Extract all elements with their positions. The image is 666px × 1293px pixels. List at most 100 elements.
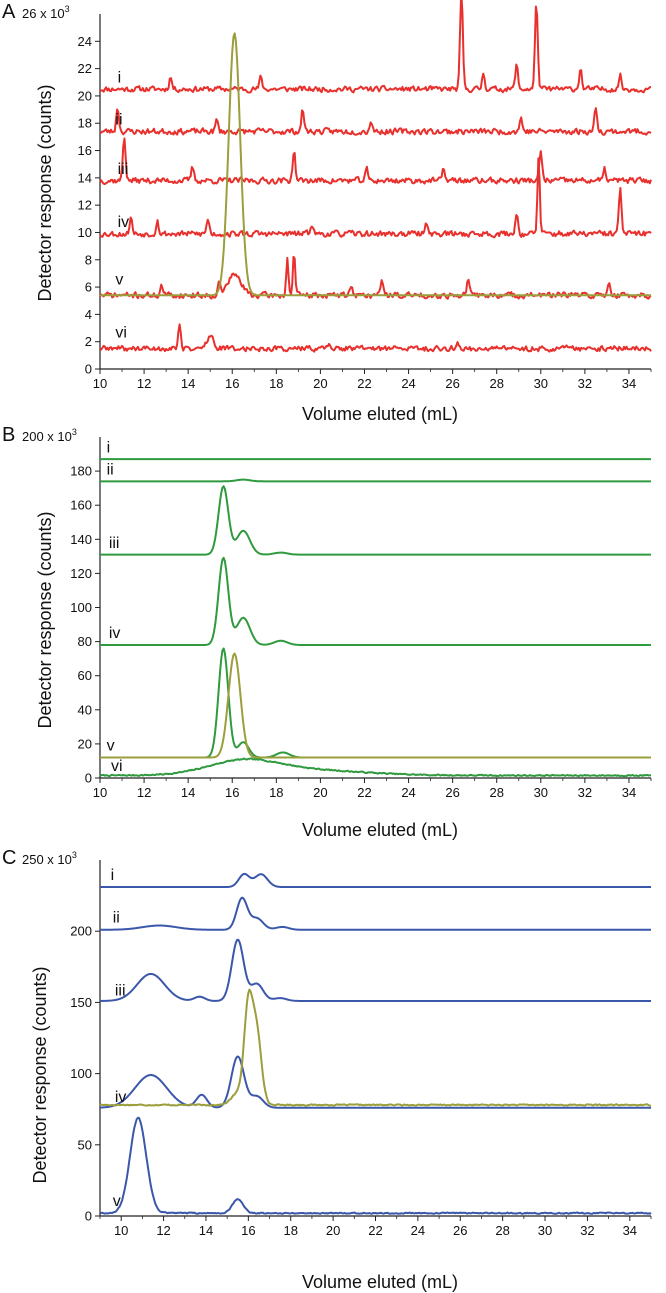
- panel-c-trace-label-ii: ii: [113, 910, 120, 927]
- panel-b-multiplier-base: 200 x 10: [22, 429, 72, 444]
- panel-c-x-tick-label: 34: [623, 1223, 637, 1238]
- panel-a-multiplier-base: 26 x 10: [22, 6, 65, 21]
- panel-a-multiplier: 26 x 103: [22, 4, 70, 21]
- panel-a-y-tick-label: 18: [78, 116, 92, 131]
- panel-b-series-vi-line: [99, 757, 651, 778]
- panel-a-trace-label-v: v: [115, 271, 123, 288]
- panel-c-y-tick-label: 200: [70, 924, 92, 939]
- panel-b-trace-label-iv: iv: [109, 625, 121, 642]
- panel-a-x-tick-label: 18: [269, 376, 283, 391]
- panel-a-series-i-line: [99, 0, 652, 94]
- panel-b-x-tick-label: 32: [578, 785, 592, 800]
- panel-c-trace-label-v: v: [113, 1193, 121, 1210]
- panel-a-y-tick-label: 10: [78, 225, 92, 240]
- panel-a-trace-label-iii: iii: [118, 161, 129, 178]
- panel-b-trace-label-v: v: [107, 738, 115, 755]
- panel-c-x-axis-label: Volume eluted (mL): [302, 1272, 458, 1292]
- panel-c-series-iv-line: [99, 1055, 651, 1109]
- panel-c-x-tick-label: 12: [156, 1223, 170, 1238]
- panel-a-multiplier-exp: 3: [65, 4, 70, 14]
- panel-c-y-tick-label: 150: [70, 995, 92, 1010]
- panel-b-y-tick-label: 0: [85, 771, 92, 786]
- panel-b-y-tick-label: 20: [78, 736, 92, 751]
- panel-a-x-tick-label: 30: [534, 376, 548, 391]
- panel-a-x-tick-label: 20: [313, 376, 327, 391]
- panel-c-trace-label-iii: iii: [115, 982, 126, 999]
- panel-a-y-tick-label: 0: [85, 362, 92, 377]
- panel-b-series-v-line: [100, 647, 651, 759]
- panel-a-y-tick-label: 2: [85, 334, 92, 349]
- panel-b-y-tick-label: 160: [70, 498, 92, 513]
- panel-a-y-tick-label: 22: [78, 61, 92, 76]
- panel-b-series-iv-line: [100, 556, 651, 647]
- panel-b-x-tick-label: 12: [137, 785, 151, 800]
- panel-a-x-tick-label: 12: [137, 376, 151, 391]
- panel-b-x-tick-label: 10: [93, 785, 107, 800]
- panel-c: C 250 x 103 Detector response (counts) V…: [2, 847, 652, 1292]
- panel-c-y-tick-label: 50: [78, 1137, 92, 1152]
- panel-b-series-ii-line: [100, 478, 651, 483]
- panel-c-multiplier-exp: 3: [72, 850, 77, 860]
- panel-c-y-axis-label: Detector response (counts): [30, 966, 50, 1183]
- panel-a-y-tick-label: 12: [78, 198, 92, 213]
- panel-a-x-tick-label: 14: [181, 376, 195, 391]
- panel-b-trace-label-ii: ii: [107, 462, 114, 479]
- panel-c-letter: C: [2, 847, 16, 869]
- panel-a-y-tick-label: 16: [78, 143, 92, 158]
- panel-a-x-axis-label: Volume eluted (mL): [302, 404, 458, 424]
- panel-b-y-tick-label: 100: [70, 600, 92, 615]
- panel-c-x-tick-label: 18: [283, 1223, 297, 1238]
- panel-a-series-reference-line: [100, 32, 651, 297]
- panel-a-y-tick-label: 4: [85, 307, 92, 322]
- panel-c-multiplier-base: 250 x 10: [22, 852, 72, 867]
- panel-b-multiplier: 200 x 103: [22, 427, 77, 444]
- panel-a-y-tick-label: 8: [85, 252, 92, 267]
- panel-b-trace-label-i: i: [107, 439, 111, 456]
- panel-a-x-tick-label: 28: [489, 376, 503, 391]
- panel-a-x-tick-label: 32: [578, 376, 592, 391]
- panel-c-series-reference-line: [99, 988, 652, 1107]
- panel-b-x-tick-label: 20: [313, 785, 327, 800]
- panel-a-trace-label-iv: iv: [118, 214, 130, 231]
- panel-a-x-tick-label: 10: [93, 376, 107, 391]
- panel-b-multiplier-exp: 3: [72, 427, 77, 437]
- panel-a-series-v-line: [99, 255, 652, 300]
- panel-b-y-tick-label: 60: [78, 668, 92, 683]
- panel-b-series-iii-line: [100, 485, 651, 556]
- panel-b-trace-label-iii: iii: [109, 535, 120, 552]
- panel-c-x-tick-label: 14: [199, 1223, 213, 1238]
- panel-c-x-tick-label: 28: [495, 1223, 509, 1238]
- panel-b: B 200 x 103 Detector response (counts) V…: [2, 424, 652, 840]
- panel-b-x-axis-label: Volume eluted (mL): [302, 820, 458, 840]
- panel-a-y-tick-label: 24: [78, 34, 92, 49]
- panel-b-x-tick-label: 28: [489, 785, 503, 800]
- panel-a-y-tick-label: 6: [85, 280, 92, 295]
- panel-b-y-tick-label: 80: [78, 634, 92, 649]
- panel-c-y-tick-label: 100: [70, 1066, 92, 1081]
- panel-a-y-tick-label: 20: [78, 88, 92, 103]
- panel-a-x-tick-label: 24: [401, 376, 415, 391]
- panel-b-y-tick-label: 140: [70, 532, 92, 547]
- panel-b-y-tick-label: 180: [70, 464, 92, 479]
- panel-c-trace-label-iv: iv: [115, 1089, 127, 1106]
- panel-c-x-tick-label: 20: [326, 1223, 340, 1238]
- panel-b-x-tick-label: 22: [357, 785, 371, 800]
- panel-b-y-tick-label: 40: [78, 702, 92, 717]
- panel-a-series-ii-line: [99, 107, 652, 136]
- panel-c-x-tick-label: 30: [538, 1223, 552, 1238]
- panel-c-series-v-line: [99, 1116, 652, 1215]
- panel-b-x-tick-label: 16: [225, 785, 239, 800]
- panel-c-series-iii-line: [99, 938, 651, 1002]
- panel-b-trace-label-vi: vi: [111, 758, 123, 775]
- panel-b-series-reference-line: [100, 652, 651, 759]
- panel-a-trace-label-vi: vi: [115, 325, 127, 342]
- panel-a-x-tick-label: 34: [622, 376, 636, 391]
- panel-a: A 26 x 103 Detector response (counts) Vo…: [2, 0, 652, 424]
- panel-a-series-iii-line: [99, 137, 652, 186]
- panel-c-trace-label-i: i: [111, 867, 115, 884]
- panel-a-x-tick-label: 26: [445, 376, 459, 391]
- panel-c-y-tick-label: 0: [85, 1209, 92, 1224]
- panel-b-x-tick-label: 26: [445, 785, 459, 800]
- panel-c-x-tick-label: 24: [411, 1223, 425, 1238]
